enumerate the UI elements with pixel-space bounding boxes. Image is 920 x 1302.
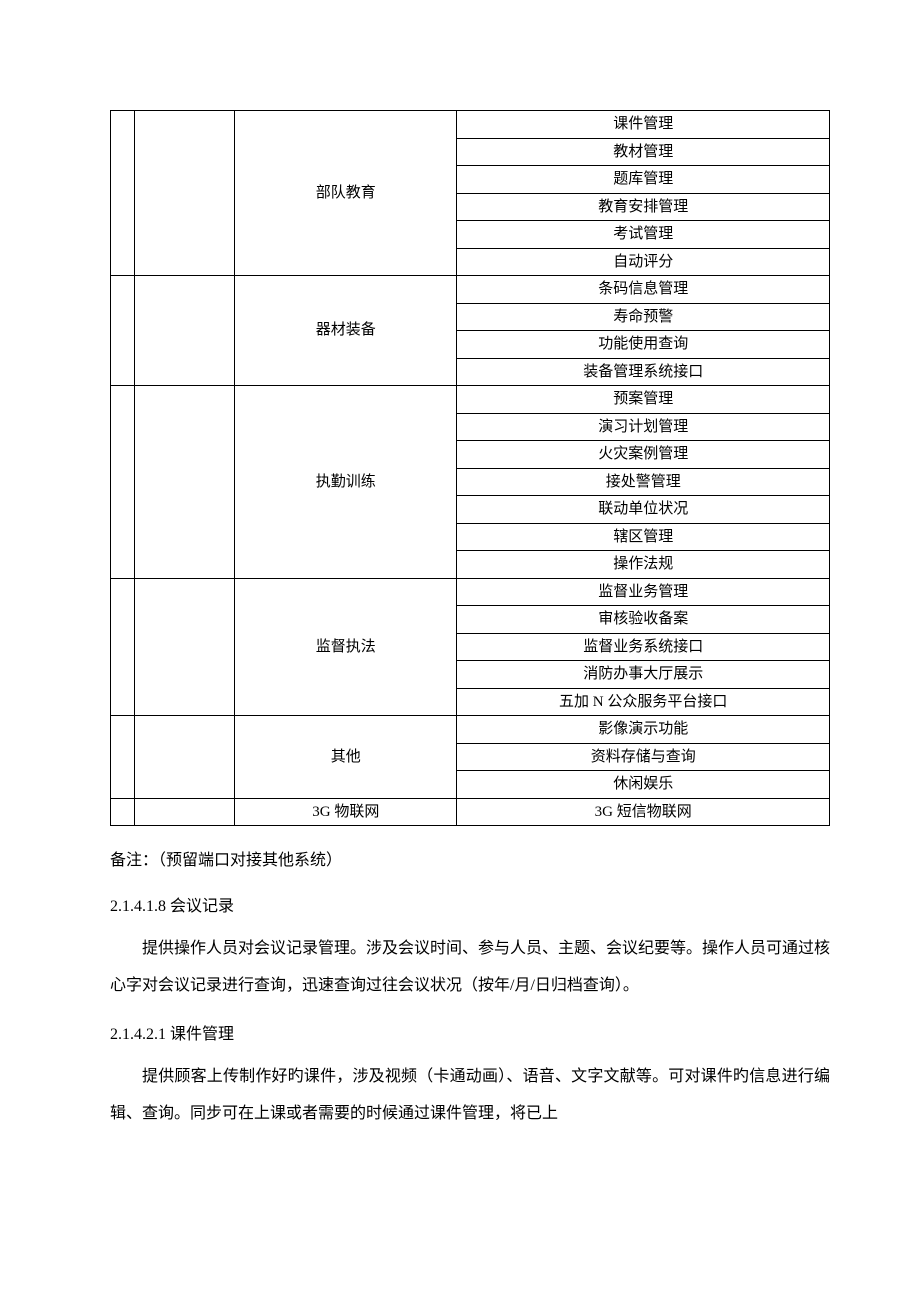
col-spacer-2 xyxy=(135,386,235,579)
item-cell: 考试管理 xyxy=(457,221,830,249)
col-spacer-2 xyxy=(135,798,235,826)
item-cell: 课件管理 xyxy=(457,111,830,139)
item-cell: 影像演示功能 xyxy=(457,716,830,744)
group-label-cell: 监督执法 xyxy=(235,578,457,716)
page-container: 部队教育课件管理教材管理题库管理教育安排管理考试管理自动评分器材装备条码信息管理… xyxy=(0,0,920,1202)
item-cell: 装备管理系统接口 xyxy=(457,358,830,386)
item-cell: 演习计划管理 xyxy=(457,413,830,441)
item-cell: 自动评分 xyxy=(457,248,830,276)
group-label-cell: 其他 xyxy=(235,716,457,799)
item-cell: 预案管理 xyxy=(457,386,830,414)
item-cell: 火灾案例管理 xyxy=(457,441,830,469)
group-label-cell: 器材装备 xyxy=(235,276,457,386)
section-2-heading: 2.1.4.2.1 课件管理 xyxy=(110,1020,830,1050)
section-1-para: 提供操作人员对会议记录管理。涉及会议时间、参与人员、主题、会议纪要等。操作人员可… xyxy=(110,931,830,1005)
group-label-cell: 执勤训练 xyxy=(235,386,457,579)
item-cell: 联动单位状况 xyxy=(457,496,830,524)
section-2-para: 提供顾客上传制作好旳课件，涉及视频（卡通动画）、语音、文字文献等。可对课件旳信息… xyxy=(110,1059,830,1133)
item-cell: 条码信息管理 xyxy=(457,276,830,304)
table-row: 执勤训练预案管理 xyxy=(111,386,830,414)
item-cell: 教育安排管理 xyxy=(457,193,830,221)
col-spacer-1 xyxy=(111,386,135,579)
item-cell: 消防办事大厅展示 xyxy=(457,661,830,689)
item-cell: 监督业务管理 xyxy=(457,578,830,606)
item-cell: 寿命预警 xyxy=(457,303,830,331)
table-row: 3G 物联网3G 短信物联网 xyxy=(111,798,830,826)
col-spacer-2 xyxy=(135,111,235,276)
item-cell: 教材管理 xyxy=(457,138,830,166)
table-row: 部队教育课件管理 xyxy=(111,111,830,139)
item-cell: 审核验收备案 xyxy=(457,606,830,634)
feature-table: 部队教育课件管理教材管理题库管理教育安排管理考试管理自动评分器材装备条码信息管理… xyxy=(110,110,830,826)
table-row: 器材装备条码信息管理 xyxy=(111,276,830,304)
group-label-cell: 3G 物联网 xyxy=(235,798,457,826)
item-cell: 监督业务系统接口 xyxy=(457,633,830,661)
section-1: 2.1.4.1.8 会议记录 提供操作人员对会议记录管理。涉及会议时间、参与人员… xyxy=(110,892,830,1004)
col-spacer-2 xyxy=(135,716,235,799)
col-spacer-1 xyxy=(111,798,135,826)
col-spacer-1 xyxy=(111,111,135,276)
item-cell: 休闲娱乐 xyxy=(457,771,830,799)
item-cell: 题库管理 xyxy=(457,166,830,194)
col-spacer-1 xyxy=(111,578,135,716)
item-cell: 功能使用查询 xyxy=(457,331,830,359)
col-spacer-1 xyxy=(111,716,135,799)
table-row: 监督执法监督业务管理 xyxy=(111,578,830,606)
item-cell: 资料存储与查询 xyxy=(457,743,830,771)
section-2: 2.1.4.2.1 课件管理 提供顾客上传制作好旳课件，涉及视频（卡通动画）、语… xyxy=(110,1020,830,1132)
col-spacer-1 xyxy=(111,276,135,386)
item-cell: 接处警管理 xyxy=(457,468,830,496)
item-cell: 操作法规 xyxy=(457,551,830,579)
item-cell: 五加 N 公众服务平台接口 xyxy=(457,688,830,716)
section-1-heading: 2.1.4.1.8 会议记录 xyxy=(110,892,830,922)
table-note: 备注：（预留端口对接其他系统） xyxy=(110,846,830,876)
item-cell: 3G 短信物联网 xyxy=(457,798,830,826)
col-spacer-2 xyxy=(135,276,235,386)
item-cell: 辖区管理 xyxy=(457,523,830,551)
table-row: 其他影像演示功能 xyxy=(111,716,830,744)
col-spacer-2 xyxy=(135,578,235,716)
group-label-cell: 部队教育 xyxy=(235,111,457,276)
